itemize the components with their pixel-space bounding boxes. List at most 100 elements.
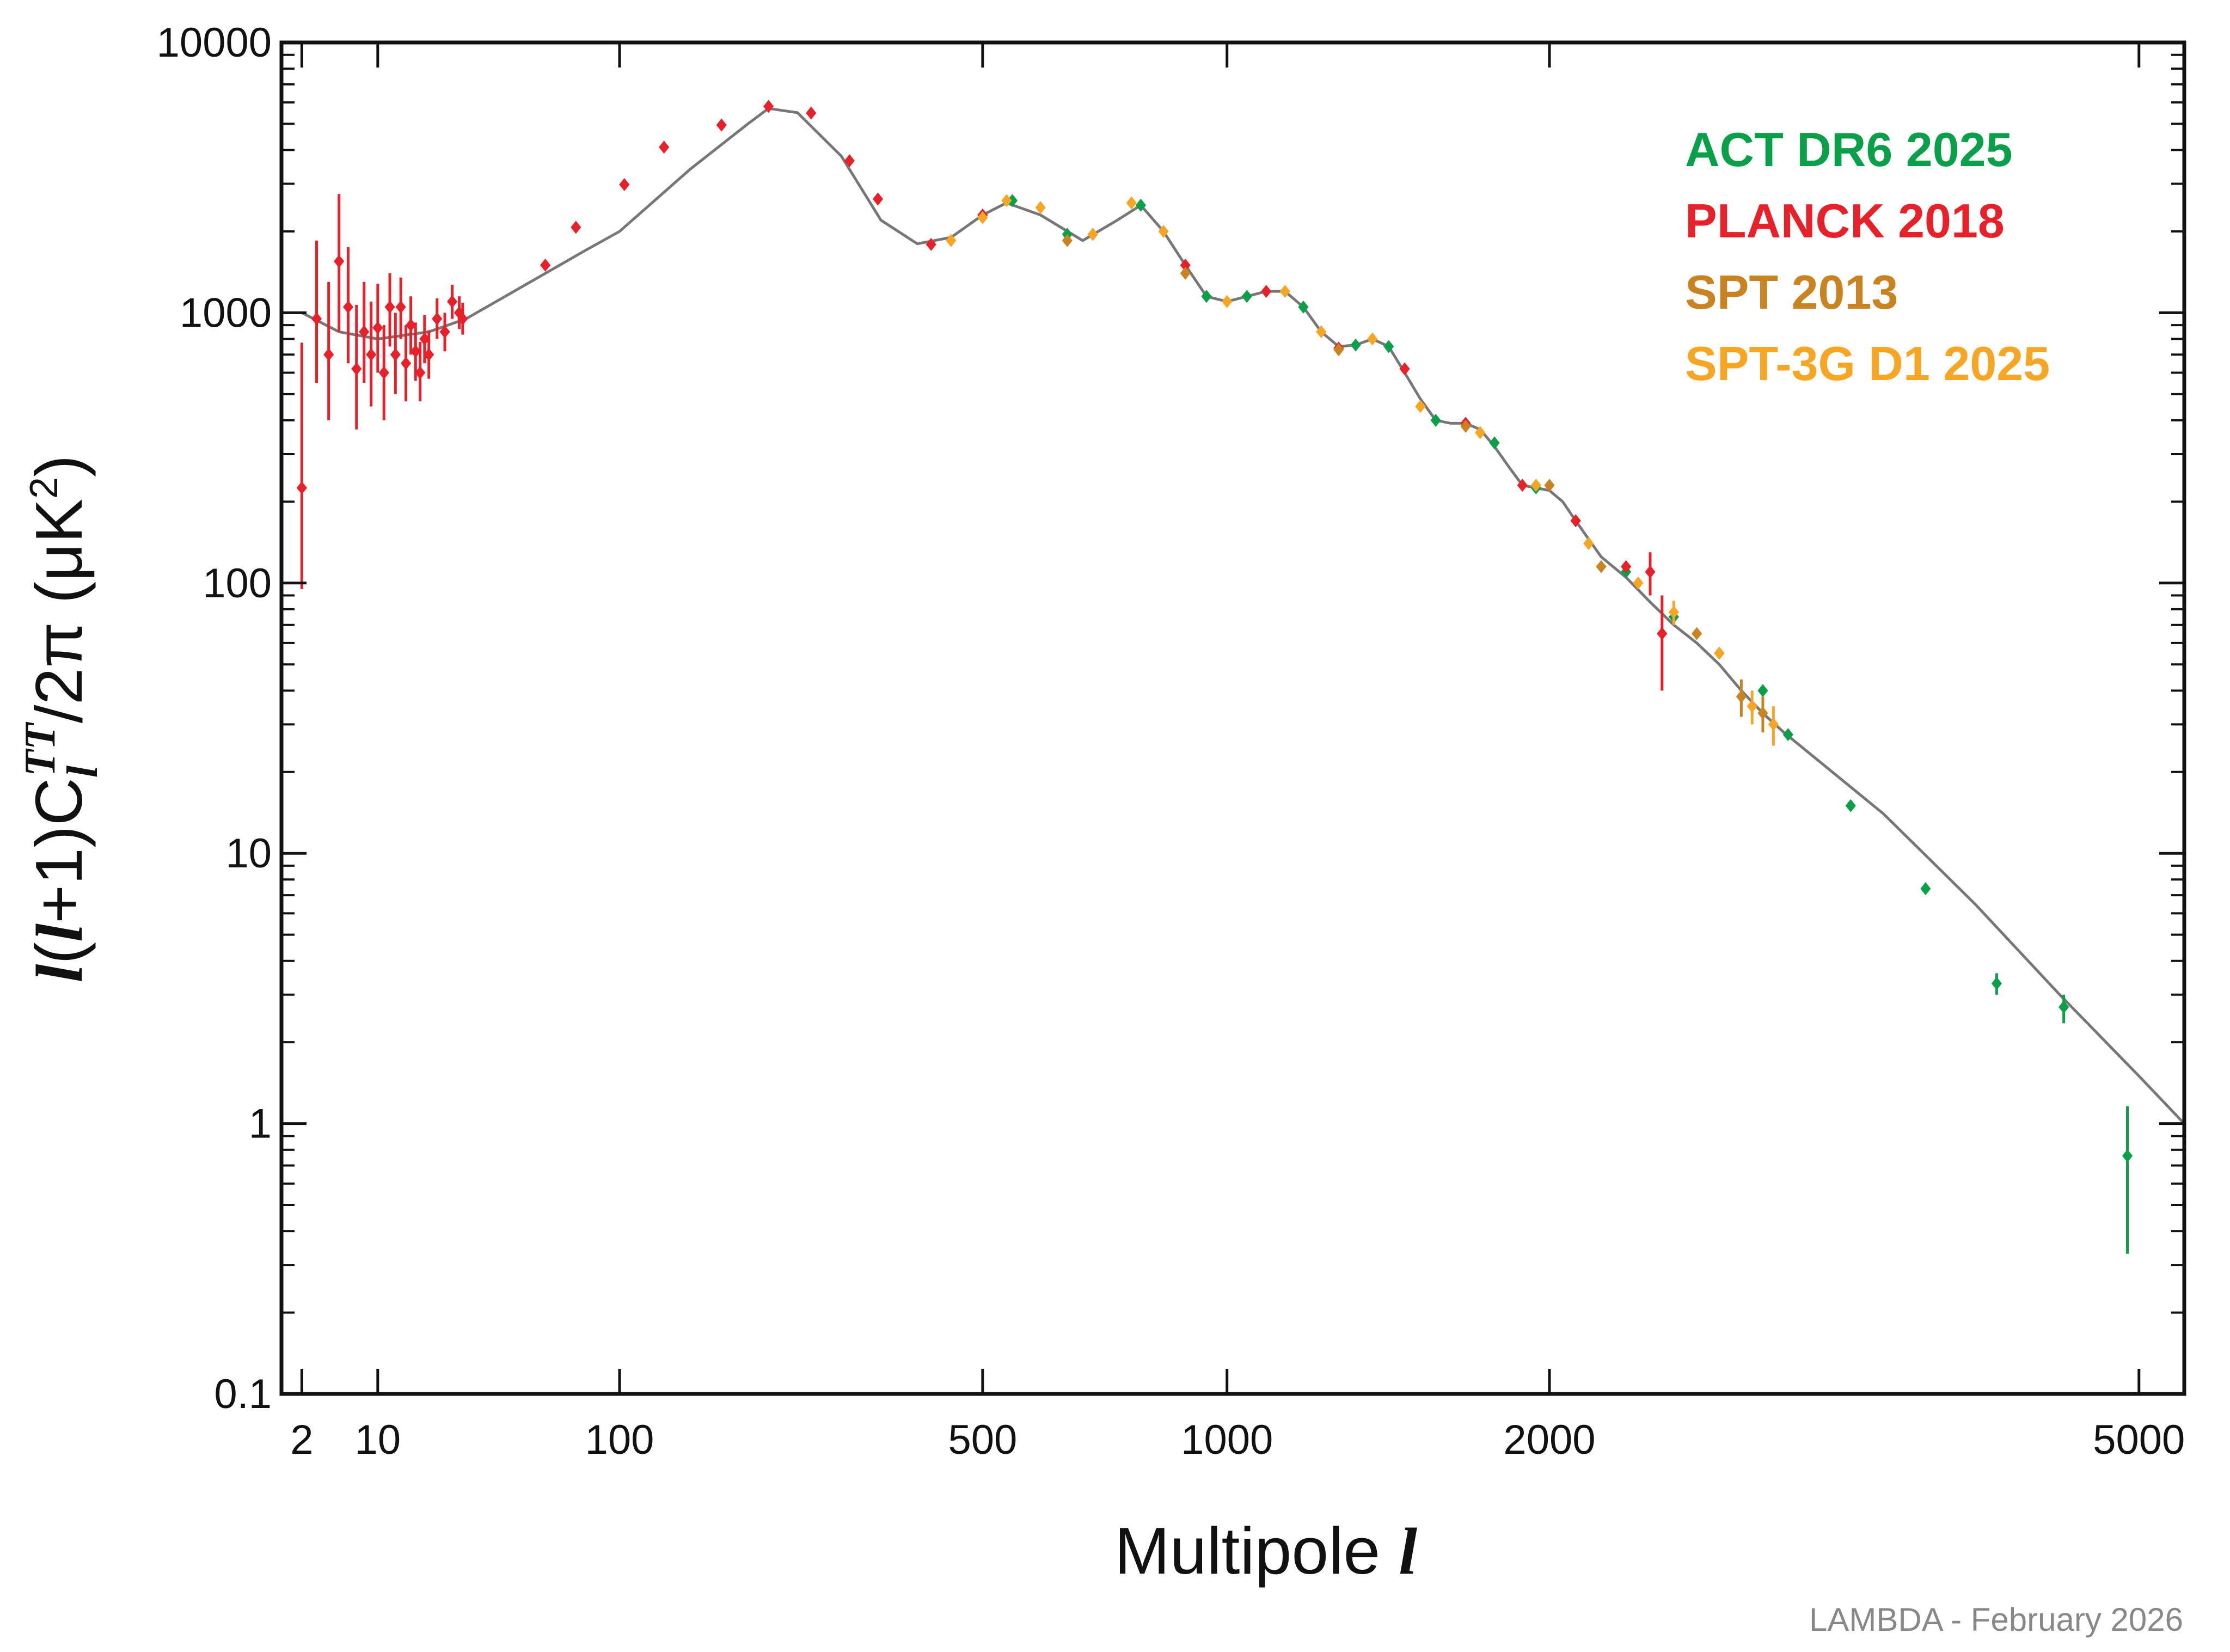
data-point	[1062, 234, 1073, 247]
data-point	[311, 312, 322, 326]
data-point	[323, 348, 334, 362]
data-point	[1692, 627, 1702, 640]
data-point	[1633, 576, 1644, 590]
data-point	[1316, 325, 1327, 339]
data-point	[1298, 300, 1309, 314]
y-tick-label: 100	[203, 560, 272, 607]
data-point	[1430, 413, 1441, 427]
y-label-part: (	[22, 942, 96, 964]
data-point	[1757, 684, 1768, 697]
data-point	[395, 300, 406, 314]
x-axis-label: Multipole l	[1114, 1514, 1417, 1588]
y-tick-label: 1000	[180, 290, 272, 336]
data-point	[806, 106, 817, 120]
data-point	[1530, 479, 1541, 492]
data-point	[390, 348, 401, 362]
data-point	[1367, 332, 1378, 346]
data-point	[1180, 266, 1191, 280]
data-point	[2059, 1000, 2069, 1014]
data-point	[1350, 338, 1361, 352]
data-point	[1645, 565, 1656, 579]
data-point	[1460, 419, 1471, 433]
data-point	[946, 234, 957, 247]
data-point	[351, 362, 362, 376]
legend-entry: SPT-3G D1 2025	[1685, 336, 2050, 390]
data-point	[1920, 882, 1931, 896]
y-label-part: l	[23, 964, 96, 983]
data-point	[1747, 700, 1757, 713]
x-label-part: Multipole	[1114, 1514, 1399, 1588]
data-point	[571, 221, 581, 234]
data-point	[400, 357, 412, 370]
x-label-part: l	[1399, 1515, 1417, 1588]
legend-entry: SPT 2013	[1685, 265, 1898, 319]
x-tick-label: 2	[290, 1417, 313, 1463]
plot-area	[296, 100, 2184, 1254]
data-point	[659, 140, 670, 154]
data-point	[844, 154, 855, 168]
x-tick-label: 2000	[1503, 1417, 1595, 1463]
data-point	[1657, 627, 1668, 640]
data-point	[359, 325, 370, 339]
data-point	[378, 366, 389, 380]
data-point	[415, 366, 426, 380]
data-point	[926, 237, 936, 251]
data-point	[1135, 198, 1147, 212]
data-point	[1583, 537, 1594, 550]
data-point	[446, 295, 458, 308]
data-point	[1087, 228, 1098, 241]
data-point	[1845, 799, 1856, 812]
y-tick-label: 1	[249, 1101, 272, 1147]
data-point	[410, 345, 421, 358]
data-point	[1736, 690, 1747, 703]
data-point	[1415, 400, 1426, 413]
data-point	[763, 100, 774, 113]
data-point	[1570, 514, 1581, 528]
y-label-part: )	[22, 455, 96, 477]
legend-entry: PLANCK 2018	[1685, 194, 2005, 248]
data-point	[439, 325, 450, 339]
data-point	[1261, 285, 1272, 298]
x-tick-label: 500	[948, 1417, 1017, 1463]
data-point	[1007, 194, 1018, 207]
data-point	[1517, 479, 1528, 492]
data-point	[619, 178, 630, 191]
data-point	[872, 192, 884, 206]
data-point	[1782, 728, 1793, 742]
y-label-part: /2π (μK	[22, 499, 96, 723]
x-tick-label: 100	[585, 1417, 654, 1463]
data-point	[1201, 290, 1212, 303]
y-label-part: 2	[22, 477, 66, 499]
data-point	[1668, 605, 1679, 619]
data-point	[1126, 196, 1137, 210]
data-point	[1489, 436, 1500, 450]
data-point	[424, 348, 434, 362]
data-point	[1241, 290, 1252, 303]
y-axis-label: l(l+1)ClTT/2π (μK2)	[16, 455, 107, 982]
data-point	[1475, 426, 1486, 439]
data-point	[384, 300, 395, 314]
data-point	[1333, 343, 1344, 357]
data-point	[1714, 646, 1725, 660]
data-point	[419, 332, 430, 346]
data-point	[296, 481, 307, 494]
data-point	[1991, 977, 2002, 990]
data-point	[1757, 706, 1768, 720]
data-point	[334, 254, 345, 268]
data-point	[2122, 1149, 2133, 1162]
data-point	[457, 312, 468, 326]
axes-frame	[279, 40, 2186, 1396]
data-point	[1399, 362, 1410, 376]
data-point	[1158, 224, 1169, 238]
data-point	[405, 319, 416, 332]
data-point	[1383, 340, 1394, 353]
data-point	[1596, 560, 1607, 573]
x-tick-label: 5000	[2093, 1417, 2185, 1463]
y-tick-label: 0.1	[214, 1371, 272, 1417]
data-point	[342, 300, 354, 314]
data-point	[1001, 194, 1012, 207]
data-point	[540, 258, 551, 272]
data-point	[1035, 201, 1046, 215]
